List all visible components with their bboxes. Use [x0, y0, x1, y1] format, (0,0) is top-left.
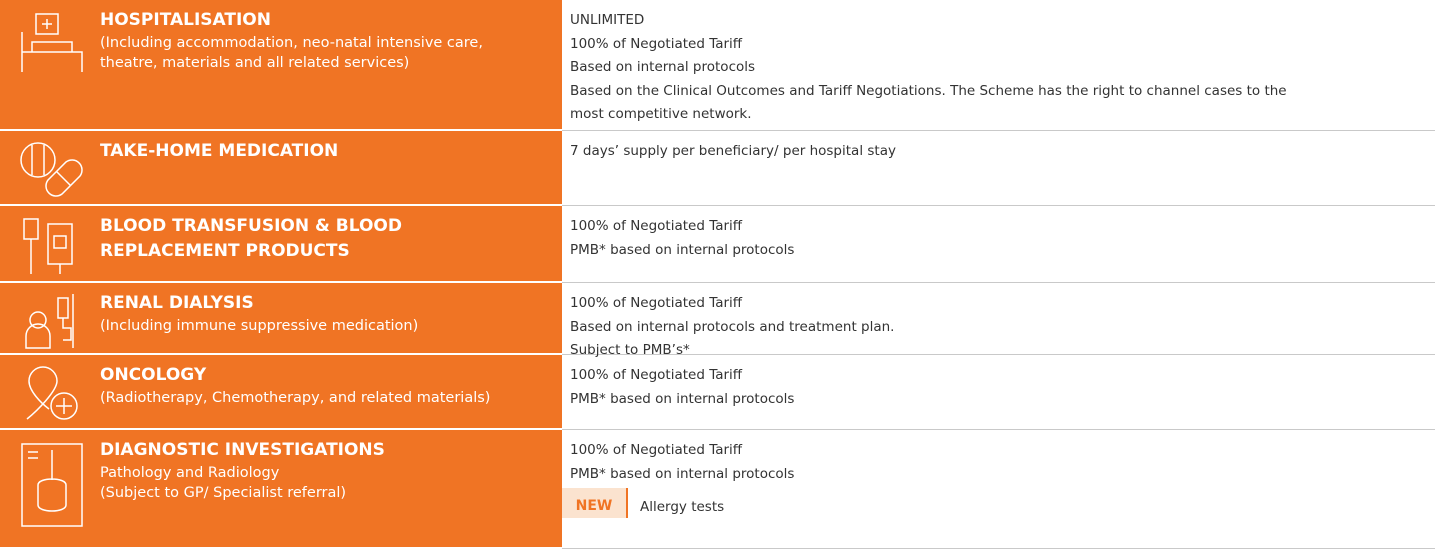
label-text: DIAGNOSTIC INVESTIGATIONS Pathology and R… — [100, 438, 385, 503]
row: TAKE-HOME MEDICATION 7 days’ supply per b… — [0, 131, 1435, 206]
row: BLOOD TRANSFUSION & BLOOD REPLACEMENT PRO… — [0, 206, 1435, 283]
detail: PMB* based on internal protocols — [570, 241, 795, 258]
row: DIAGNOSTIC INVESTIGATIONS Pathology and R… — [0, 430, 1435, 549]
icon-dialysis — [25, 294, 74, 349]
icon-ribbon — [26, 366, 78, 420]
row-label: BLOOD TRANSFUSION & BLOOD REPLACEMENT PRO… — [0, 206, 562, 283]
detail: Based on the Clinical Outcomes and Tarif… — [570, 82, 1287, 99]
detail: Based on internal protocols — [570, 59, 756, 75]
row-details: 100% of Negotiated Tariff Based on intern… — [562, 283, 1435, 358]
detail: UNLIMITED — [570, 12, 645, 28]
row-details: 100% of Negotiated Tariff PMB* based on i… — [562, 430, 1435, 549]
detail: 100% of Negotiated Tariff — [570, 35, 743, 52]
row-label: HOSPITALISATION (Including accommodation,… — [0, 0, 562, 131]
title: BLOOD TRANSFUSION & BLOOD — [100, 216, 402, 236]
subtitle: theatre, materials and all related servi… — [100, 55, 410, 71]
row-label: TAKE-HOME MEDICATION — [0, 131, 562, 206]
detail: 7 days’ supply per beneficiary/ per hosp… — [570, 143, 896, 159]
detail: 100% of Negotiated Tariff — [570, 367, 743, 383]
detail: PMB* based on internal protocols — [570, 465, 795, 482]
label-text: HOSPITALISATION (Including accommodation,… — [100, 8, 483, 73]
label-text: TAKE-HOME MEDICATION — [100, 139, 338, 164]
row: ONCOLOGY (Radiotherapy, Chemotherapy, and… — [0, 355, 1435, 430]
title: ONCOLOGY — [100, 365, 207, 385]
row: RENAL DIALYSIS (Including immune suppress… — [0, 283, 1435, 358]
row-label: ONCOLOGY (Radiotherapy, Chemotherapy, and… — [0, 355, 562, 430]
detail: most competitive network. — [570, 106, 752, 122]
detail: PMB* based on internal protocols — [570, 390, 795, 407]
row-details: 100% of Negotiated Tariff PMB* based on i… — [562, 355, 1435, 430]
detail: 100% of Negotiated Tariff — [570, 218, 743, 234]
title: DIAGNOSTIC INVESTIGATIONS — [100, 440, 385, 460]
icon-xray — [21, 443, 83, 527]
icon-bed — [21, 13, 83, 72]
icon-blood — [23, 218, 73, 274]
subtitle: (Including accommodation, neo-natal inte… — [100, 35, 483, 51]
row-label: DIAGNOSTIC INVESTIGATIONS Pathology and R… — [0, 430, 562, 549]
row-details: 100% of Negotiated Tariff PMB* based on i… — [562, 206, 1435, 283]
badge-text: Allergy tests — [640, 499, 725, 515]
detail: 100% of Negotiated Tariff — [570, 295, 743, 311]
detail: 100% of Negotiated Tariff — [570, 442, 743, 458]
label-text: BLOOD TRANSFUSION & BLOOD REPLACEMENT PRO… — [100, 214, 402, 264]
title: REPLACEMENT PRODUCTS — [100, 241, 350, 261]
detail: Based on internal protocols and treatmen… — [570, 318, 895, 335]
subtitle: Pathology and Radiology — [100, 465, 280, 481]
row: HOSPITALISATION (Including accommodation,… — [0, 0, 1435, 131]
label-text: ONCOLOGY (Radiotherapy, Chemotherapy, and… — [100, 363, 490, 408]
icon-pills — [20, 142, 83, 197]
title: HOSPITALISATION — [100, 10, 271, 30]
title: TAKE-HOME MEDICATION — [100, 141, 339, 161]
subtitle: (Including immune suppressive medication… — [100, 318, 419, 334]
row-details: UNLIMITED 100% of Negotiated Tariff Based … — [562, 0, 1435, 131]
label-text: RENAL DIALYSIS (Including immune suppress… — [100, 291, 418, 336]
row-details: 7 days’ supply per beneficiary/ per hosp… — [562, 131, 1435, 206]
badge-line: NEW Allergy tests — [562, 488, 1435, 518]
subtitle: (Radiotherapy, Chemotherapy, and related… — [100, 390, 491, 406]
row-label: RENAL DIALYSIS (Including immune suppress… — [0, 283, 562, 355]
subtitle: (Subject to GP/ Specialist referral) — [100, 485, 347, 501]
badge: NEW — [562, 488, 628, 518]
detail: Subject to PMB’s* — [570, 342, 690, 358]
title: RENAL DIALYSIS — [100, 293, 254, 313]
